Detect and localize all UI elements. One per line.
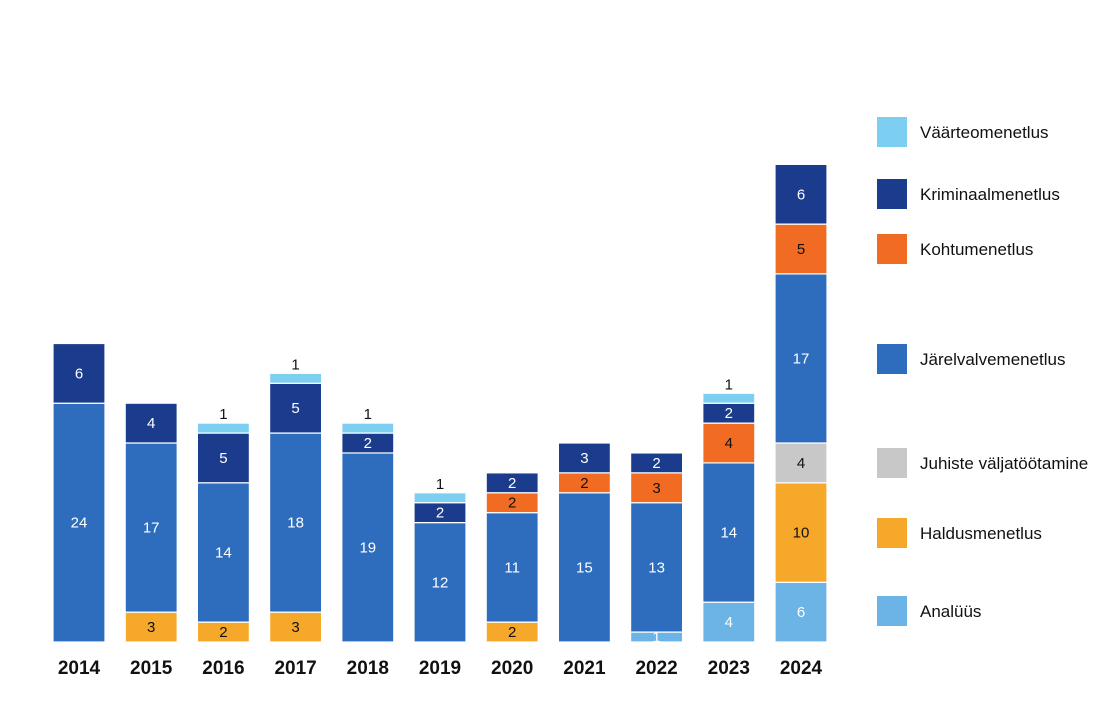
data-label-2022-kriminaalmenetlus: 2 — [652, 455, 660, 472]
x-tick-label-2015: 2015 — [130, 658, 173, 679]
bar-segment-2018-jarelvalvemenetlus — [341, 452, 395, 643]
data-label-2016-haldusmenetlus: 2 — [219, 624, 227, 641]
x-tick-label-2018: 2018 — [347, 658, 389, 679]
data-label-2017-jarelvalvemenetlus: 18 — [287, 515, 304, 532]
data-label-2015-haldusmenetlus: 3 — [147, 619, 155, 636]
data-label-2020-jarelvalvemenetlus: 11 — [504, 559, 520, 576]
data-label-2023-kohtumenetlus: 4 — [725, 435, 733, 452]
bar-segment-2017-haldusmenetlus — [269, 611, 323, 643]
legend-swatch-jarelvalvemenetlus — [877, 344, 907, 374]
data-label-2024-kohtumenetlus: 5 — [797, 241, 805, 258]
bar-segment-2014-jarelvalvemenetlus — [52, 402, 106, 643]
data-label-2024-analuus: 6 — [797, 604, 805, 621]
bar-segment-2015-kriminaalmenetlus — [124, 402, 178, 444]
x-tick-label-2022: 2022 — [635, 658, 677, 679]
legend-swatch-juhiste-valjatootamine — [877, 448, 907, 478]
data-label-2014-kriminaalmenetlus: 6 — [75, 365, 83, 382]
bar-segment-2016-jarelvalvemenetlus — [196, 482, 250, 623]
bar-segment-2014-kriminaalmenetlus — [52, 342, 106, 404]
bar-segment-2024-kriminaalmenetlus — [774, 163, 828, 225]
data-label-2022-jarelvalvemenetlus: 13 — [648, 559, 665, 576]
x-tick-label-2019: 2019 — [419, 658, 461, 679]
x-tick-label-2020: 2020 — [491, 658, 533, 679]
data-label-2014-jarelvalvemenetlus: 24 — [71, 515, 88, 532]
bar-segment-2024-kohtumenetlus — [774, 223, 828, 275]
data-label-2015-kriminaalmenetlus: 4 — [147, 415, 155, 432]
bar-segment-2020-jarelvalvemenetlus — [485, 512, 539, 623]
data-label-2019-jarelvalvemenetlus: 12 — [432, 574, 449, 591]
data-label-2024-kriminaalmenetlus: 6 — [797, 186, 805, 203]
x-tick-label-2024: 2024 — [780, 658, 823, 679]
x-tick-label-2017: 2017 — [274, 658, 316, 679]
legend-swatch-analuus — [877, 596, 907, 626]
bar-segment-2023-kohtumenetlus — [702, 422, 756, 464]
bar-segment-2019-jarelvalvemenetlus — [413, 521, 467, 643]
data-label-2023-jarelvalvemenetlus: 14 — [720, 525, 737, 542]
bar-segment-2023-vaarteomenetlus — [702, 392, 756, 404]
legend-swatch-haldusmenetlus — [877, 518, 907, 548]
legend-label-jarelvalvemenetlus: Järelvalvemenetlus — [920, 350, 1066, 369]
bar-segment-2018-vaarteomenetlus — [341, 422, 395, 434]
data-label-2016-vaarteomenetlus: 1 — [219, 406, 227, 423]
data-label-2021-jarelvalvemenetlus: 15 — [576, 559, 593, 576]
data-label-2018-kriminaalmenetlus: 2 — [364, 435, 372, 452]
bar-segment-2022-kriminaalmenetlus — [629, 452, 684, 474]
data-label-2017-vaarteomenetlus: 1 — [291, 356, 299, 373]
data-label-2020-haldusmenetlus: 2 — [508, 624, 516, 641]
data-label-2020-kriminaalmenetlus: 2 — [508, 475, 516, 492]
bar-segment-2023-analuus — [702, 601, 756, 643]
bar-segment-2019-vaarteomenetlus — [413, 492, 467, 504]
data-label-2016-kriminaalmenetlus: 5 — [219, 450, 227, 467]
x-tick-label-2021: 2021 — [563, 658, 606, 679]
bar-segment-2020-kriminaalmenetlus — [485, 472, 539, 494]
data-label-2018-jarelvalvemenetlus: 19 — [359, 539, 376, 556]
data-label-2024-haldusmenetlus: 10 — [793, 525, 810, 542]
bar-segment-2024-juhiste-valjatootamine — [774, 442, 828, 484]
data-label-2024-jarelvalvemenetlus: 17 — [793, 350, 810, 367]
data-label-2016-jarelvalvemenetlus: 14 — [215, 544, 232, 561]
data-label-2022-analuus: 1 — [652, 629, 660, 646]
data-label-2022-kohtumenetlus: 3 — [652, 480, 660, 497]
data-label-2019-kriminaalmenetlus: 2 — [436, 505, 444, 522]
legend-swatch-kohtumenetlus — [877, 234, 907, 264]
bars-group: 2463174214513185119211221211221523113324… — [52, 163, 828, 646]
bar-segment-2021-jarelvalvemenetlus — [557, 492, 612, 643]
x-tick-label-2023: 2023 — [708, 658, 750, 679]
x-tick-label-2014: 2014 — [58, 658, 101, 679]
bar-segment-2023-jarelvalvemenetlus — [702, 462, 756, 603]
data-label-2018-vaarteomenetlus: 1 — [364, 406, 372, 423]
x-axis-labels: 2014 2015 2016 2017 2018 2019 2020 2021 2022 2023… — [58, 658, 823, 679]
data-label-2024-juhiste-valjatootamine: 4 — [797, 455, 805, 472]
bar-segment-2015-jarelvalvemenetlus — [124, 442, 178, 613]
data-label-2017-kriminaalmenetlus: 5 — [291, 400, 299, 417]
legend-label-vaarteomenetlus: Väärteomenetlus — [920, 123, 1049, 142]
bar-segment-2017-vaarteomenetlus — [269, 372, 323, 384]
legend-label-juhiste-valjatootamine: Juhiste väljatöötamine — [920, 454, 1088, 473]
bar-segment-2016-kriminaalmenetlus — [196, 432, 250, 484]
data-label-2021-kohtumenetlus: 2 — [580, 475, 588, 492]
bar-segment-2021-kriminaalmenetlus — [557, 442, 612, 474]
data-label-2021-kriminaalmenetlus: 3 — [580, 450, 588, 467]
data-label-2017-haldusmenetlus: 3 — [291, 619, 299, 636]
legend-swatch-kriminaalmenetlus — [877, 179, 907, 209]
data-label-2019-vaarteomenetlus: 1 — [436, 476, 444, 493]
legend-label-kohtumenetlus: Kohtumenetlus — [920, 240, 1033, 259]
data-label-2023-vaarteomenetlus: 1 — [725, 376, 733, 393]
legend-swatch-vaarteomenetlus — [877, 117, 907, 147]
bar-segment-2016-vaarteomenetlus — [196, 422, 250, 434]
x-tick-label-2016: 2016 — [202, 658, 244, 679]
data-label-2015-jarelvalvemenetlus: 17 — [143, 520, 160, 537]
bar-segment-2017-jarelvalvemenetlus — [269, 432, 323, 613]
bar-segment-2024-haldusmenetlus — [774, 482, 828, 583]
legend-label-kriminaalmenetlus: Kriminaalmenetlus — [920, 185, 1060, 204]
data-label-2023-kriminaalmenetlus: 2 — [725, 405, 733, 422]
legend-label-haldusmenetlus: Haldusmenetlus — [920, 524, 1042, 543]
data-label-2023-analuus: 4 — [725, 614, 733, 631]
legend: Väärteomenetlus Kriminaalmenetlus Kohtumen… — [877, 117, 1088, 626]
data-label-2020-kohtumenetlus: 2 — [508, 495, 516, 512]
legend-label-analuus: Analüüs — [920, 602, 981, 621]
